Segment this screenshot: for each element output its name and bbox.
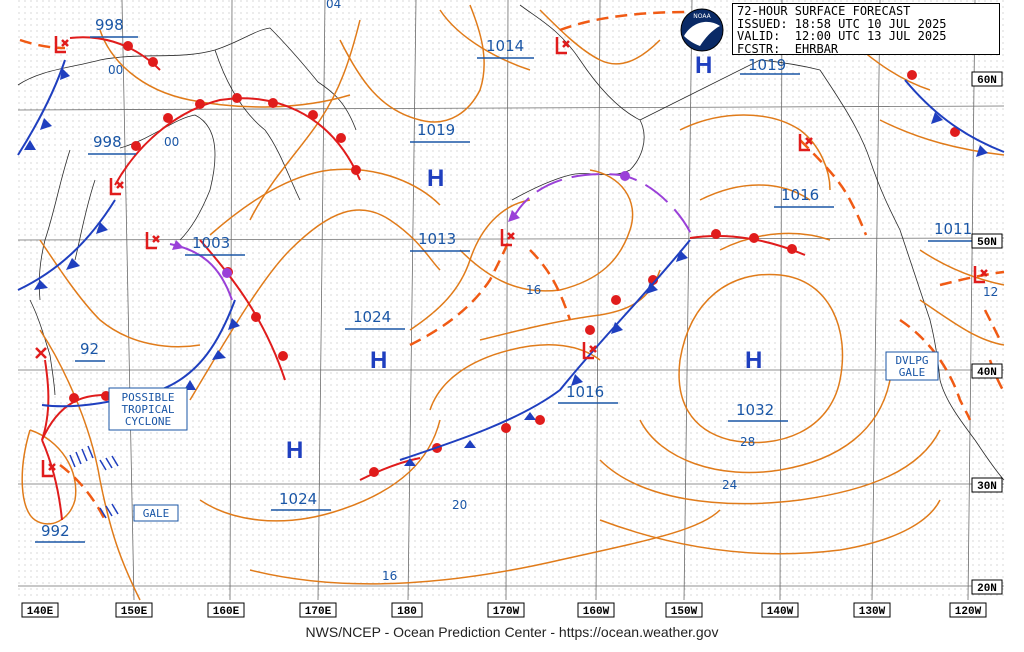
- isobar-label: 28: [740, 435, 755, 449]
- pressure-values: 998 1014 1019 998 1019 1016 1003 1013 10…: [41, 16, 972, 540]
- svg-text:CYCLONE: CYCLONE: [125, 415, 171, 428]
- dvlpg-gale-box: DVLPG GALE: [885, 351, 939, 381]
- high-centers: H H H H H: [286, 52, 762, 464]
- isobar-label: 16: [526, 283, 541, 297]
- pressure-value: 1003: [192, 234, 230, 252]
- isobars: [21, 4, 1005, 601]
- svg-text:180: 180: [397, 606, 417, 618]
- warm-front-lobes: [69, 41, 960, 477]
- svg-text:40N: 40N: [977, 367, 997, 379]
- high-center: H: [370, 347, 387, 374]
- pressure-value: 92: [80, 340, 99, 358]
- footer-credit: NWS/NCEP - Ocean Prediction Center - htt…: [305, 624, 719, 640]
- noaa-logo: NOAA: [680, 8, 724, 52]
- pressure-value: 992: [41, 522, 70, 540]
- svg-text:170E: 170E: [305, 606, 332, 618]
- pressure-value: 1016: [566, 383, 604, 401]
- high-center: H: [427, 165, 444, 192]
- forecast-info-box: 72-HOUR SURFACE FORECAST ISSUED: 18:58 UT…: [732, 3, 1000, 55]
- high-center: H: [695, 52, 712, 79]
- pressure-value: 1019: [748, 56, 786, 74]
- longitude-labels: 140E 150E 160E 170E 180 170W 160W 150W 1…: [21, 602, 987, 618]
- svg-text:130W: 130W: [859, 606, 886, 618]
- cold-front-barbs: [24, 68, 988, 466]
- pressure-value: 1011: [934, 220, 972, 238]
- svg-text:150W: 150W: [671, 606, 698, 618]
- pressure-value: 1024: [279, 490, 317, 508]
- forecast-forecaster: FCSTR: EHRBAR: [737, 41, 839, 56]
- pressure-value: 1013: [418, 230, 456, 248]
- svg-text:50N: 50N: [977, 237, 997, 249]
- svg-text:60N: 60N: [977, 75, 997, 87]
- svg-text:30N: 30N: [977, 481, 997, 493]
- isobar-label: 16: [382, 569, 397, 583]
- svg-text:140E: 140E: [27, 606, 54, 618]
- pressure-value: 1024: [353, 308, 391, 326]
- svg-text:GALE: GALE: [899, 366, 926, 379]
- svg-text:NOAA: NOAA: [693, 13, 711, 20]
- tropical-cyclone-box: POSSIBLE TROPICAL CYCLONE: [108, 387, 188, 431]
- forecast-valid: VALID: 12:00 UTC 13 JUL 2025: [737, 29, 947, 43]
- isobar-label: 24: [722, 478, 737, 492]
- low-centers: [35, 36, 988, 478]
- isobar-label: 12: [983, 285, 998, 299]
- isobar-labels: 00 00 16 28 24 20 16 04 12: [108, 0, 998, 583]
- gale-box: GALE: [133, 504, 179, 522]
- forecast-issued: ISSUED: 18:58 UTC 10 JUL 2025: [737, 16, 947, 31]
- pressure-value: 1016: [781, 186, 819, 204]
- isobar-label: 00: [164, 135, 179, 149]
- pressure-value: 998: [93, 133, 122, 151]
- occluded-front-marks: [172, 171, 630, 278]
- troughs: [19, 10, 1006, 521]
- latitude-labels: 60N 50N 40N 30N 20N: [971, 71, 1003, 595]
- svg-text:TROPICAL: TROPICAL: [122, 403, 175, 416]
- svg-text:150E: 150E: [121, 606, 148, 618]
- pressure-value: 998: [95, 16, 124, 34]
- svg-text:DVLPG: DVLPG: [895, 354, 928, 367]
- grid-lines: [17, 0, 1005, 601]
- svg-text:160E: 160E: [213, 606, 240, 618]
- pressure-value: 1032: [736, 401, 774, 419]
- isobar-label: 04: [326, 0, 341, 11]
- forecast-title: 72-HOUR SURFACE FORECAST: [737, 4, 911, 18]
- pressure-value-underlines: [35, 36, 988, 543]
- high-center: H: [745, 347, 762, 374]
- isobar-label: 00: [108, 63, 123, 77]
- high-center: H: [286, 437, 303, 464]
- svg-text:170W: 170W: [493, 606, 520, 618]
- svg-text:20N: 20N: [977, 583, 997, 595]
- svg-text:160W: 160W: [583, 606, 610, 618]
- svg-text:140W: 140W: [767, 606, 794, 618]
- svg-text:POSSIBLE: POSSIBLE: [122, 391, 175, 404]
- storm-marks: [69, 445, 119, 519]
- isobar-label: 20: [452, 498, 467, 512]
- svg-text:120W: 120W: [955, 606, 982, 618]
- pressure-value: 1014: [486, 37, 524, 55]
- svg-text:GALE: GALE: [143, 507, 170, 520]
- pressure-value: 1019: [417, 121, 455, 139]
